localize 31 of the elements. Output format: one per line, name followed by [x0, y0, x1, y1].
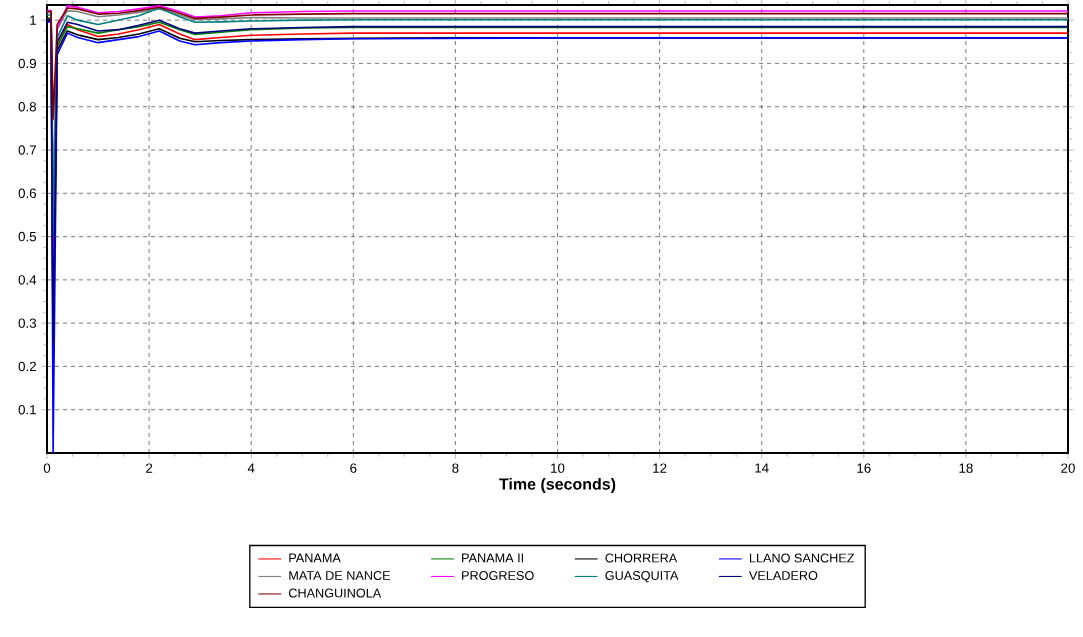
x-tick-label: 18	[959, 463, 973, 473]
y-tick-label: 0.3	[18, 318, 37, 328]
y-tick-label: 0.9	[18, 58, 36, 69]
legend-label: MATA DE NANCE	[289, 571, 391, 580]
legend-label: LLANO SANCHEZ	[749, 553, 855, 563]
y-tick-label: 0.2	[18, 361, 36, 372]
x-tick-label: 14	[755, 463, 769, 473]
x-tick-label: 2	[146, 463, 153, 473]
y-tick-label: 0.5	[18, 231, 37, 242]
legend-label: CHANGUINOLA	[288, 588, 382, 598]
x-tick-label: 20	[1061, 463, 1075, 473]
y-tick-label: 1	[30, 15, 36, 25]
legend-label: CHORRERA	[605, 553, 678, 563]
x-tick-label: 12	[653, 463, 667, 473]
legend-label: VELADERO	[748, 571, 818, 580]
legend-label: PANAMA II	[462, 553, 524, 563]
legend-label: PANAMA	[289, 553, 341, 563]
y-tick-label: 0.6	[18, 188, 37, 199]
x-tick-label: 4	[247, 463, 255, 473]
legend-label: PROGRESO	[462, 571, 534, 580]
y-tick-label: 0.8	[18, 102, 37, 112]
x-axis-title: Time (seconds)	[499, 478, 616, 493]
x-tick-label: 6	[350, 463, 357, 473]
x-tick-label: 16	[857, 463, 871, 473]
y-tick-label: 0.7	[18, 145, 36, 155]
y-tick-label: 0.1	[18, 405, 36, 415]
y-tick-label: 0.4	[18, 275, 37, 285]
legend-label: GUASQUITA	[605, 571, 679, 583]
x-tick-label: 0	[43, 463, 51, 473]
x-tick-label: 8	[452, 463, 459, 473]
x-tick-label: 10	[551, 463, 565, 473]
